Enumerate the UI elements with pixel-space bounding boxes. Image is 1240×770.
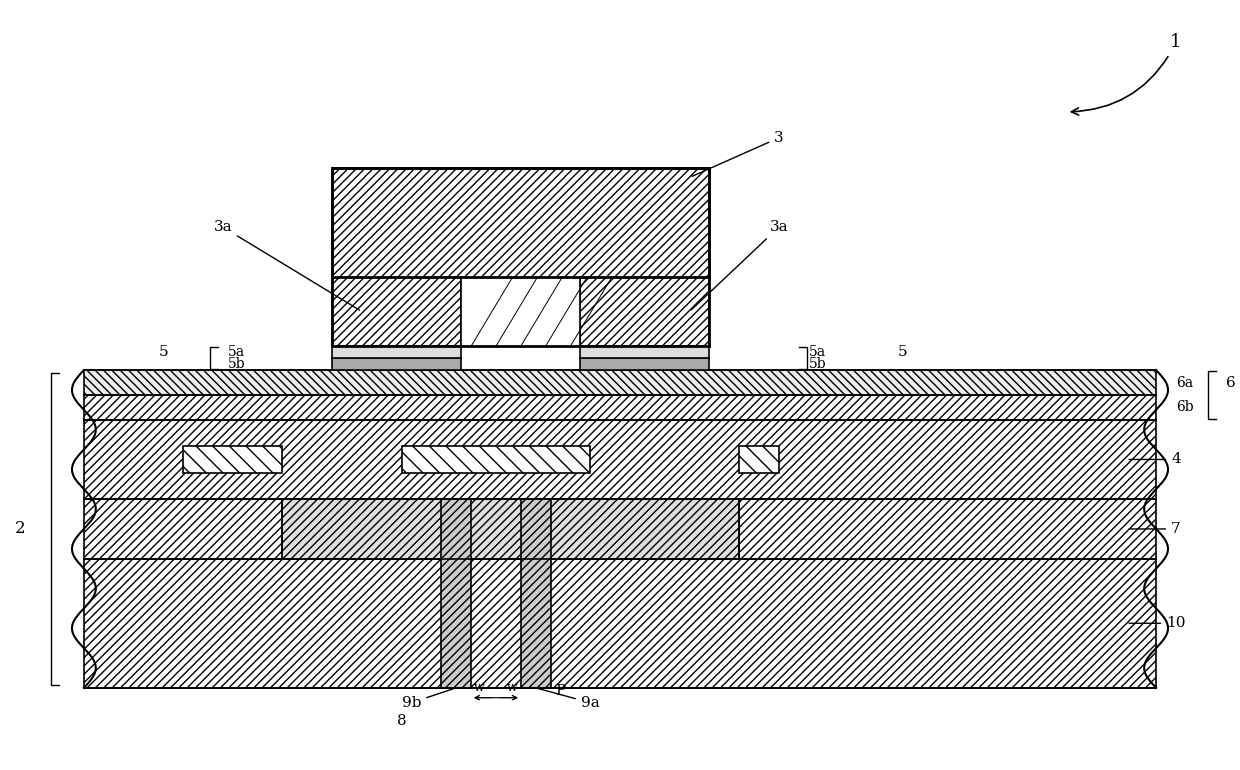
Text: 5: 5 bbox=[898, 345, 908, 360]
Bar bbox=[580, 276, 709, 346]
Bar bbox=[332, 346, 461, 358]
Text: 6b: 6b bbox=[1176, 400, 1194, 414]
Text: 5b: 5b bbox=[228, 357, 246, 371]
Text: w: w bbox=[474, 681, 485, 695]
Bar bbox=[184, 446, 283, 474]
Text: 5a: 5a bbox=[808, 345, 826, 360]
Bar bbox=[739, 446, 779, 474]
Text: 2: 2 bbox=[15, 521, 25, 537]
Text: 4: 4 bbox=[1130, 453, 1180, 467]
Bar bbox=[84, 559, 1156, 688]
Bar bbox=[84, 395, 1156, 420]
Text: 1: 1 bbox=[1071, 33, 1182, 115]
Bar bbox=[84, 370, 1156, 395]
Bar bbox=[580, 346, 709, 358]
Text: 10: 10 bbox=[1130, 616, 1185, 631]
Text: 9b: 9b bbox=[402, 688, 454, 710]
Text: 5b: 5b bbox=[808, 357, 826, 371]
Bar bbox=[332, 168, 709, 276]
Bar bbox=[521, 499, 551, 688]
Bar bbox=[283, 499, 739, 559]
Bar bbox=[332, 276, 461, 346]
Bar bbox=[332, 358, 461, 370]
Text: 3a: 3a bbox=[213, 220, 360, 310]
Text: 7: 7 bbox=[1130, 522, 1180, 536]
Bar bbox=[580, 358, 709, 370]
Bar bbox=[332, 168, 709, 346]
Text: 3: 3 bbox=[692, 131, 784, 176]
Text: 6a: 6a bbox=[1176, 376, 1193, 390]
Bar bbox=[402, 446, 590, 474]
Text: 5a: 5a bbox=[228, 345, 246, 360]
Text: 3a: 3a bbox=[692, 220, 789, 310]
Bar bbox=[84, 420, 1156, 499]
Bar bbox=[739, 499, 1156, 559]
Bar bbox=[441, 499, 471, 688]
Bar bbox=[84, 499, 283, 559]
Text: 5: 5 bbox=[159, 345, 167, 360]
Text: 9a: 9a bbox=[538, 688, 600, 710]
Text: w: w bbox=[507, 681, 518, 695]
Text: 8: 8 bbox=[397, 714, 407, 728]
Bar bbox=[461, 276, 580, 346]
Text: P: P bbox=[556, 684, 565, 698]
Text: 6: 6 bbox=[1225, 376, 1235, 390]
